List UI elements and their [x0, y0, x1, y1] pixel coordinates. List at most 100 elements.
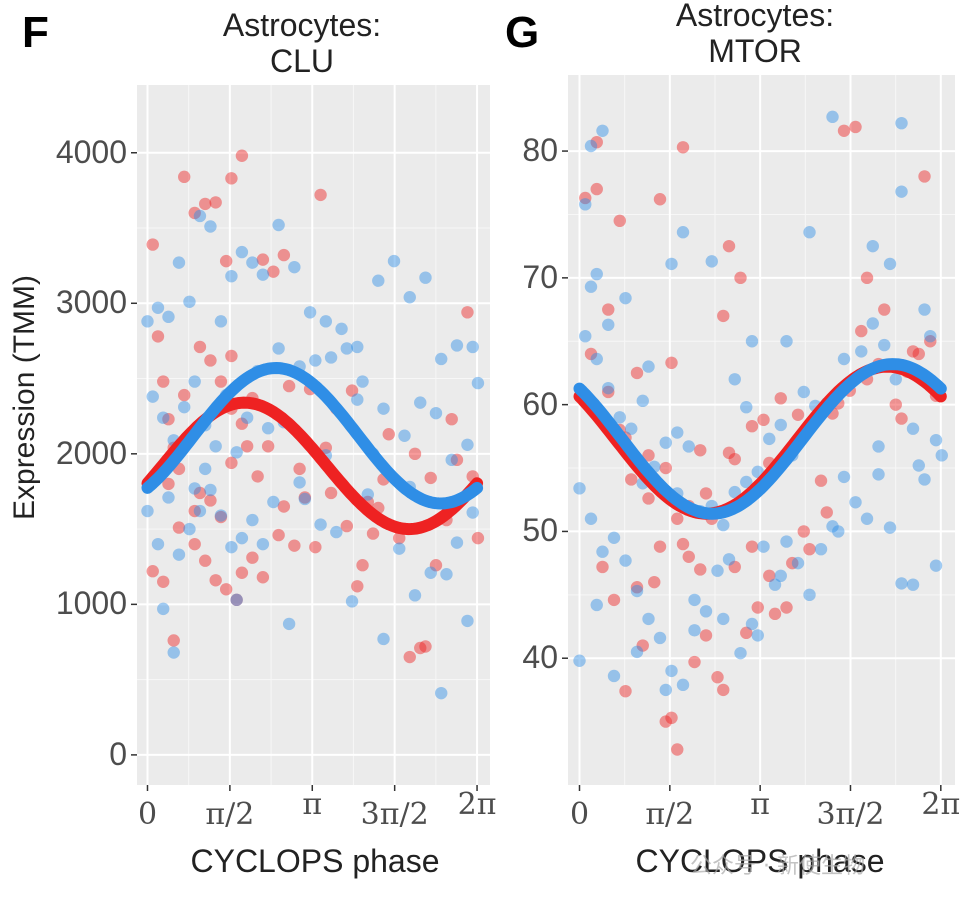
data-point-group-red: [774, 392, 787, 405]
x-axis-label-g: CYCLOPS phase: [635, 843, 885, 879]
data-point-group-blue: [872, 468, 885, 481]
data-point-group-blue: [573, 482, 586, 495]
data-point-group-blue: [883, 521, 897, 534]
y-tick-label: 60: [522, 385, 558, 422]
data-point-group-red: [860, 271, 874, 285]
data-point-group-red: [717, 309, 730, 323]
data-point-group-red: [288, 539, 301, 552]
data-point-group-blue: [230, 446, 243, 459]
data-point-group-blue: [889, 373, 902, 386]
data-point-group-blue: [377, 402, 390, 415]
data-point-group-blue: [351, 340, 364, 354]
data-point-group-red: [814, 474, 828, 487]
watermark: 公众号 · 新使生物: [690, 854, 865, 879]
data-point-group-blue: [717, 518, 730, 532]
data-point-group-red: [214, 510, 228, 524]
data-point-group-red: [855, 324, 868, 338]
data-point-group-blue: [450, 339, 464, 352]
data-point-group-red: [178, 170, 191, 184]
data-point-group-blue: [356, 375, 369, 388]
data-point-group-blue: [688, 593, 701, 607]
data-point-group-red: [584, 347, 598, 361]
data-point-group-blue: [849, 496, 862, 509]
data-point-group-blue: [929, 559, 943, 572]
data-point-group-blue: [579, 198, 592, 211]
data-point-group-red: [471, 531, 485, 545]
data-point-group-red: [272, 528, 285, 542]
data-point-group-blue: [424, 566, 437, 579]
data-point-group-blue: [151, 301, 165, 314]
data-point-group-red: [157, 375, 170, 388]
data-point-group-red: [419, 640, 432, 653]
data-point-group-blue: [918, 303, 931, 316]
data-point-group-blue: [711, 564, 724, 577]
data-point-group-red: [345, 384, 359, 397]
data-point-group-red: [579, 191, 592, 205]
data-point-group-blue: [803, 226, 816, 239]
data-point-group-red: [602, 303, 615, 316]
data-point-group-red: [225, 349, 238, 363]
data-point-group-red: [408, 447, 422, 461]
data-point-group-blue: [461, 614, 474, 628]
data-point-group-red: [786, 556, 799, 570]
data-point-group-red: [625, 473, 638, 486]
data-point-group-blue: [895, 185, 908, 198]
data-point-group-blue: [705, 255, 718, 268]
data-point-group-red: [188, 504, 201, 518]
data-point-group-red: [424, 471, 437, 485]
data-point-group-red: [314, 188, 327, 202]
data-point-group-red: [198, 197, 212, 211]
data-point-group-red: [763, 569, 776, 583]
data-point-group-red: [193, 486, 207, 500]
data-point-group-red: [797, 525, 810, 538]
data-point-group-red: [665, 711, 678, 725]
data-point-group-red: [676, 537, 690, 551]
data-point-group-blue: [717, 612, 730, 626]
data-point-group-red: [461, 306, 474, 319]
data-point-group-red: [745, 419, 759, 433]
data-point-group-blue: [872, 440, 885, 453]
data-point-group-blue: [665, 257, 678, 271]
data-point-group-red: [768, 607, 782, 621]
data-point-group-blue: [596, 545, 609, 558]
data-point-group-blue: [912, 459, 925, 472]
data-point-group-red: [895, 412, 908, 425]
data-point-group-red: [717, 683, 730, 697]
data-point-group-red: [240, 440, 254, 453]
data-point-group-blue: [579, 329, 592, 343]
data-point-group-blue: [837, 470, 851, 484]
data-point-group-red: [613, 214, 626, 228]
data-point-group-blue: [774, 418, 787, 432]
y-tick-label: 70: [522, 258, 558, 295]
chart-title-f-line2: CLU: [269, 43, 334, 79]
data-point-group-blue: [780, 335, 793, 348]
data-point-group-red: [659, 461, 672, 475]
data-point-group-blue: [204, 483, 217, 497]
data-point-group-blue: [246, 256, 259, 269]
data-point-group-red: [256, 571, 270, 584]
fit-curve-group-blue: [141, 362, 484, 510]
data-point-group-red: [694, 563, 707, 576]
data-point-group-blue: [860, 512, 874, 525]
data-point-group-blue: [619, 554, 632, 567]
data-point-group-red: [225, 172, 238, 185]
x-tick-label: 2π: [921, 787, 961, 822]
data-point-group-blue: [791, 556, 805, 570]
data-point-group-red: [356, 559, 369, 572]
data-point-group-red: [619, 684, 632, 698]
data-point-group-red: [324, 486, 338, 500]
data-point-group-blue: [183, 295, 196, 308]
data-point-group-blue: [377, 632, 390, 646]
data-point-group-blue: [393, 542, 406, 555]
data-point-group-blue: [193, 504, 207, 518]
data-point-group-blue: [630, 584, 644, 598]
data-point-group-blue: [607, 669, 621, 683]
data-point-group-blue: [596, 124, 609, 137]
data-point-group-blue: [335, 322, 348, 336]
data-point-group-red: [676, 141, 690, 154]
data-point-group-red: [728, 452, 741, 466]
y-tick-label: 3000: [55, 284, 127, 321]
data-point-group-red: [630, 581, 644, 594]
data-point-group-blue: [309, 354, 322, 367]
data-point-group-red: [912, 347, 925, 361]
